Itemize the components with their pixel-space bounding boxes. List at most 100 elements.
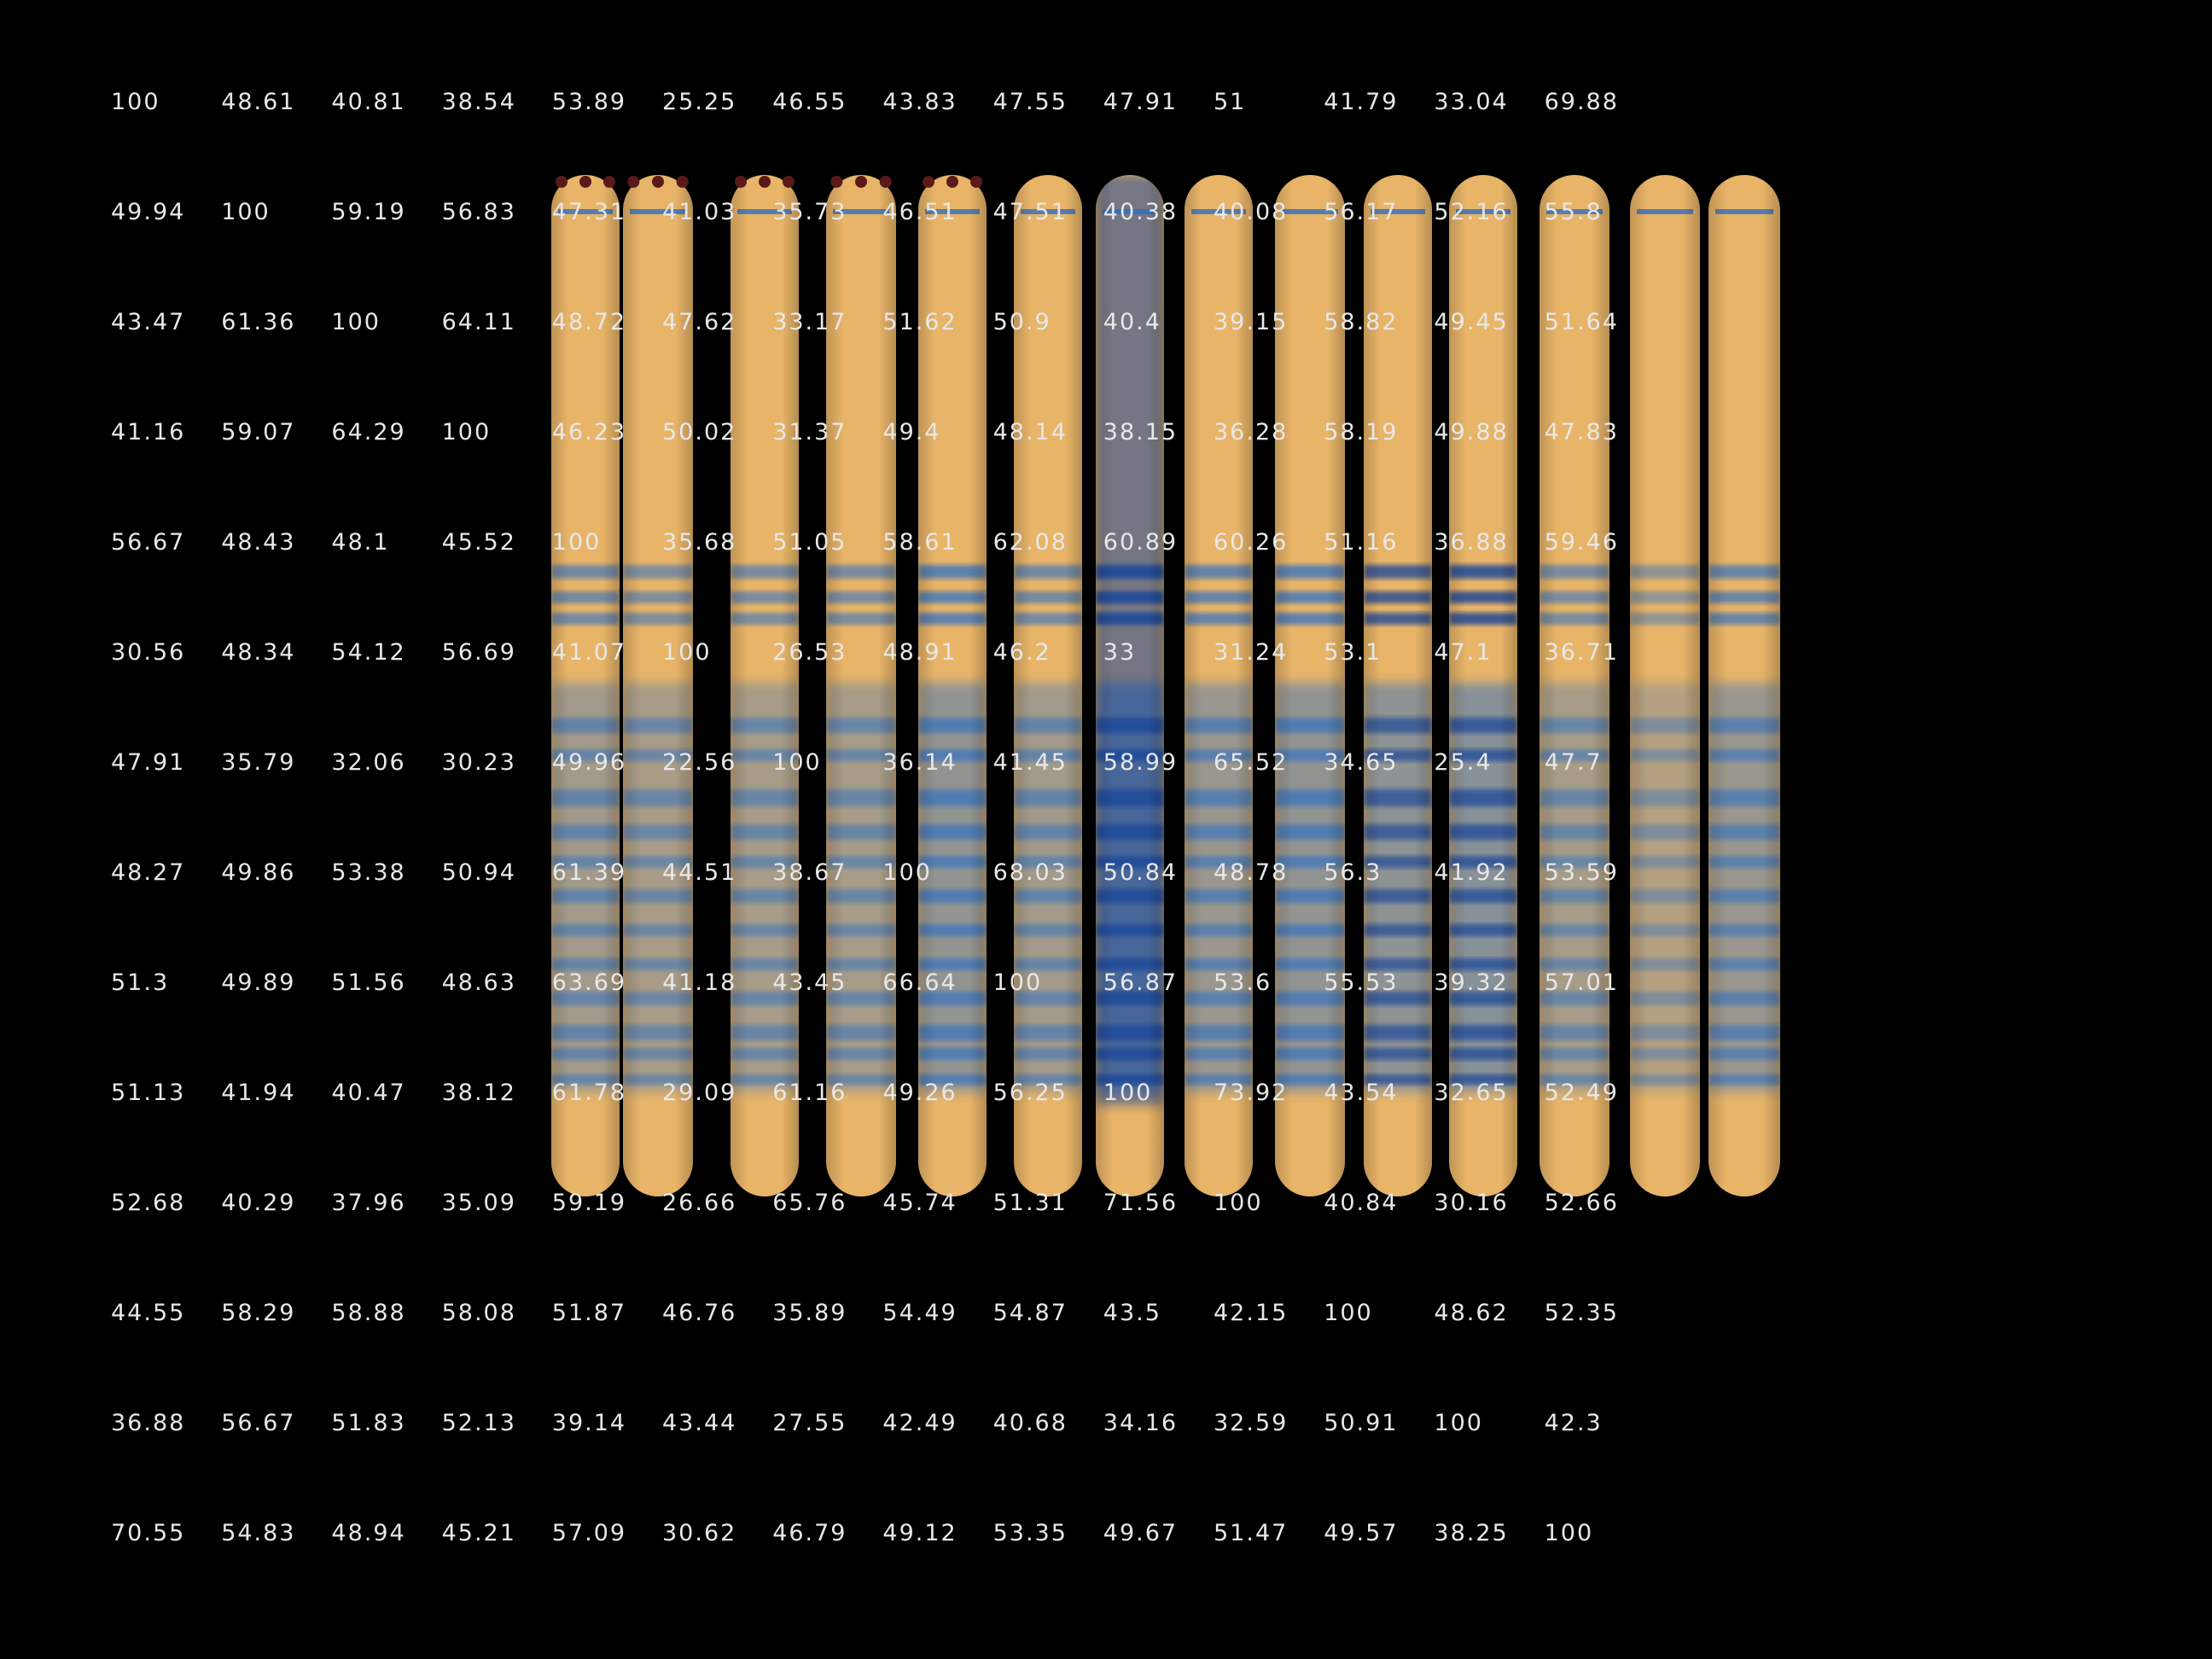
matrix-cell: 58.99 — [1103, 749, 1179, 776]
matrix-cell: 49.89 — [221, 969, 296, 996]
matrix-cell: 38.12 — [441, 1080, 516, 1106]
matrix-cell: 25.25 — [662, 89, 737, 115]
matrix-cell: 46.2 — [992, 639, 1051, 666]
matrix-cell: 52.16 — [1434, 199, 1509, 225]
matrix-cell: 49.67 — [1103, 1520, 1179, 1546]
matrix-cell: 48.62 — [1434, 1300, 1509, 1326]
matrix-cell: 53.89 — [551, 89, 627, 115]
well-residue — [783, 176, 795, 188]
gel-tubes — [551, 175, 1780, 1196]
matrix-cell: 59.07 — [221, 419, 296, 445]
matrix-cell: 100 — [882, 859, 932, 886]
matrix-cell: 29.09 — [662, 1080, 737, 1106]
matrix-cell: 40.81 — [331, 89, 406, 115]
matrix-cell: 100 — [1544, 1520, 1594, 1546]
matrix-cell: 42.15 — [1214, 1300, 1289, 1326]
matrix-cell: 100 — [772, 749, 822, 776]
matrix-cell: 34.65 — [1324, 749, 1399, 776]
matrix-cell: 58.08 — [441, 1300, 516, 1326]
matrix-cell: 65.76 — [772, 1190, 847, 1216]
matrix-cell: 61.39 — [551, 859, 627, 886]
well-residue — [579, 176, 591, 188]
gel-tube — [1540, 175, 1610, 1196]
gel-tube — [1449, 175, 1517, 1196]
matrix-cell: 51.05 — [772, 529, 847, 556]
matrix-cell: 52.49 — [1544, 1080, 1619, 1106]
matrix-cell: 46.79 — [772, 1520, 847, 1546]
matrix-cell: 49.45 — [1434, 309, 1509, 335]
matrix-cell: 33 — [1103, 639, 1137, 666]
matrix-cell: 41.45 — [992, 749, 1068, 776]
matrix-cell: 64.11 — [441, 309, 516, 335]
matrix-cell: 100 — [1103, 1080, 1153, 1106]
matrix-cell: 56.87 — [1103, 969, 1179, 996]
matrix-cell: 50.84 — [1103, 859, 1179, 886]
gel-tube — [1096, 175, 1164, 1196]
matrix-cell: 66.64 — [882, 969, 958, 996]
matrix-cell: 51.31 — [992, 1190, 1068, 1216]
matrix-cell: 33.04 — [1434, 89, 1509, 115]
matrix-cell: 56.83 — [441, 199, 516, 225]
matrix-cell: 70.55 — [111, 1520, 186, 1546]
matrix-cell: 33.17 — [772, 309, 847, 335]
matrix-cell: 47.62 — [662, 309, 737, 335]
matrix-cell: 32.65 — [1434, 1080, 1509, 1106]
well-residue — [556, 176, 568, 188]
well-residue — [946, 176, 958, 188]
matrix-cell: 59.19 — [331, 199, 406, 225]
matrix-cell: 100 — [1434, 1410, 1483, 1436]
matrix-cell: 52.35 — [1544, 1300, 1619, 1326]
well-residue — [627, 176, 640, 188]
matrix-cell: 47.83 — [1544, 419, 1619, 445]
matrix-cell: 56.17 — [1324, 199, 1399, 225]
matrix-cell: 49.96 — [551, 749, 627, 776]
gel-tube — [1275, 175, 1345, 1196]
matrix-cell: 56.67 — [111, 529, 186, 556]
matrix-cell: 59.19 — [551, 1190, 627, 1216]
matrix-cell: 40.38 — [1103, 199, 1179, 225]
matrix-cell: 58.88 — [331, 1300, 406, 1326]
matrix-cell: 43.47 — [111, 309, 186, 335]
matrix-cell: 45.74 — [882, 1190, 958, 1216]
matrix-cell: 50.94 — [441, 859, 516, 886]
matrix-cell: 56.25 — [992, 1080, 1068, 1106]
well-residue — [735, 176, 747, 188]
matrix-cell: 52.68 — [111, 1190, 186, 1216]
matrix-cell: 32.59 — [1214, 1410, 1289, 1436]
matrix-cell: 48.78 — [1214, 859, 1289, 886]
matrix-cell: 39.14 — [551, 1410, 627, 1436]
matrix-cell: 43.83 — [882, 89, 958, 115]
well-residue — [879, 176, 892, 188]
matrix-cell: 51 — [1214, 89, 1247, 115]
matrix-cell: 53.6 — [1214, 969, 1272, 996]
matrix-cell: 56.3 — [1324, 859, 1382, 886]
matrix-cell: 43.45 — [772, 969, 847, 996]
matrix-cell: 40.29 — [221, 1190, 296, 1216]
matrix-cell: 36.28 — [1214, 419, 1289, 445]
matrix-cell: 52.66 — [1544, 1190, 1619, 1216]
matrix-cell: 38.67 — [772, 859, 847, 886]
matrix-cell: 43.54 — [1324, 1080, 1399, 1106]
matrix-cell: 50.02 — [662, 419, 737, 445]
matrix-cell: 49.94 — [111, 199, 186, 225]
matrix-cell: 56.67 — [221, 1410, 296, 1436]
matrix-cell: 38.25 — [1434, 1520, 1509, 1546]
matrix-cell: 49.86 — [221, 859, 296, 886]
matrix-cell: 36.14 — [882, 749, 958, 776]
matrix-cell: 49.4 — [882, 419, 941, 445]
matrix-cell: 49.88 — [1434, 419, 1509, 445]
matrix-cell: 100 — [1324, 1300, 1373, 1326]
matrix-cell: 47.51 — [992, 199, 1068, 225]
matrix-cell: 58.82 — [1324, 309, 1399, 335]
matrix-cell: 41.03 — [662, 199, 737, 225]
matrix-cell: 57.09 — [551, 1520, 627, 1546]
matrix-cell: 39.15 — [1214, 309, 1289, 335]
matrix-cell: 41.07 — [551, 639, 627, 666]
matrix-cell: 55.53 — [1324, 969, 1399, 996]
matrix-cell: 53.1 — [1324, 639, 1382, 666]
matrix-cell: 59.46 — [1544, 529, 1619, 556]
matrix-cell: 36.88 — [1434, 529, 1509, 556]
matrix-cell: 37.96 — [331, 1190, 406, 1216]
matrix-cell: 47.7 — [1544, 749, 1603, 776]
